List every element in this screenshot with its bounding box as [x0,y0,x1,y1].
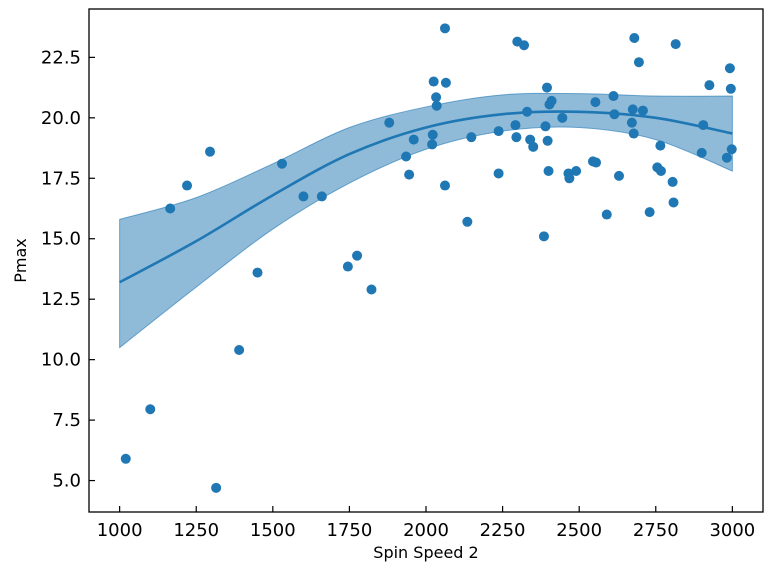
x-tick-label: 1250 [173,520,219,541]
data-point [726,144,737,155]
data-point [655,166,666,177]
confidence-band [119,92,733,349]
data-point [427,139,438,150]
data-point [510,120,521,131]
data-point [493,126,504,137]
data-point [724,63,735,74]
data-point [543,166,554,177]
data-point [352,250,363,261]
data-point [519,40,530,51]
data-point [601,209,612,220]
data-point [384,117,395,128]
data-point [564,173,575,184]
data-point [205,146,216,157]
data-point [511,132,522,143]
data-point [538,231,549,242]
x-axis-ticks: 1000 1250 1500 1750 2000 2250 2500 2750 3000 [97,506,755,541]
data-point [696,147,707,158]
data-point [627,104,638,115]
data-point [182,180,193,191]
data-point [234,344,245,355]
data-point [431,100,442,111]
data-point [608,91,619,102]
x-tick-label: 2500 [556,520,602,541]
data-point [633,57,644,68]
data-point [145,404,156,415]
data-point [466,132,477,143]
data-point [252,267,263,278]
data-point [591,157,602,168]
data-point [626,117,637,128]
data-point [401,151,412,162]
data-point [644,207,655,218]
data-point [540,121,551,132]
data-point [704,80,715,91]
data-point [542,82,553,93]
data-point [667,176,678,187]
fit-line [119,110,733,284]
data-point [366,284,377,295]
y-tick-label: 12.5 [41,289,81,310]
data-point [698,120,709,131]
x-tick-label: 1000 [97,520,143,541]
y-tick-label: 20.0 [41,108,81,129]
x-tick-label: 2250 [480,520,526,541]
y-tick-label: 22.5 [41,47,81,68]
y-tick-label: 15.0 [41,229,81,250]
y-axis-ticks: 5.0 7.5 10.0 12.5 15.0 17.5 20.0 22.5 [41,47,95,492]
data-point [277,158,288,169]
data-point [542,135,553,146]
data-point [557,112,568,123]
data-points-layer [120,23,737,493]
x-tick-label: 1500 [250,520,296,541]
data-point [120,453,131,464]
data-point [546,95,557,106]
data-point [628,128,639,139]
data-point [404,169,415,180]
data-point [637,105,648,116]
x-tick-label: 2750 [633,520,679,541]
y-tick-label: 10.0 [41,350,81,371]
data-point [721,152,732,163]
data-point [439,23,450,34]
data-point [316,191,327,202]
data-point [522,106,533,117]
data-point [590,97,601,108]
data-point [655,140,666,151]
data-point [528,141,539,152]
data-point [493,168,504,179]
data-point [629,33,640,44]
data-point [462,216,473,227]
x-tick-label: 1750 [327,520,373,541]
x-tick-label: 3000 [709,520,755,541]
data-point [298,191,309,202]
data-point [668,197,679,208]
y-axis-label: Pmax [11,238,30,283]
data-point [165,203,176,214]
y-tick-label: 5.0 [52,471,81,492]
data-point [431,92,442,103]
data-point [342,261,353,272]
data-point [408,134,419,145]
data-point [440,77,451,88]
data-point [427,129,438,140]
y-tick-label: 17.5 [41,168,81,189]
data-point [211,482,222,493]
y-tick-label: 7.5 [52,410,81,431]
x-tick-label: 2000 [403,520,449,541]
data-point [614,170,625,181]
data-point [725,83,736,94]
data-point [571,166,582,177]
data-point [609,109,620,120]
data-point [439,180,450,191]
fit-line-layer [119,110,733,284]
data-point [670,39,681,50]
x-axis-label: Spin Speed 2 [373,543,478,562]
confidence-band-layer [119,92,733,349]
data-point [428,76,439,87]
